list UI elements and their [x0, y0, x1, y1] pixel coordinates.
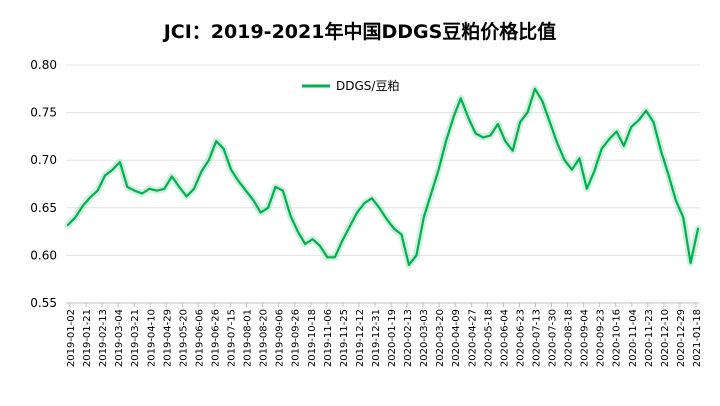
x-tick-label: 2020-12-29 — [676, 309, 687, 367]
legend-label: DDGS/豆粕 — [336, 78, 399, 93]
y-tick-label: 0.65 — [30, 201, 57, 215]
x-tick-label: 2019-01-02 — [66, 309, 77, 367]
x-tick-label: 2019-12-31 — [371, 309, 382, 367]
x-tick-label: 2020-11-04 — [628, 309, 639, 367]
x-tick-label: 2020-06-04 — [499, 309, 510, 367]
x-tick-label: 2020-12-10 — [660, 309, 671, 367]
x-tick-label: 2020-11-23 — [644, 309, 655, 367]
x-axis: 2019-01-02 2019-01-21 2019-02-13 2019-03-04… — [66, 302, 703, 367]
x-tick-label: 2019-04-10 — [146, 309, 157, 367]
x-tick-label: 2020-07-13 — [531, 309, 542, 367]
x-tick-label: 2019-08-01 — [243, 309, 254, 367]
x-tick-label: 2020-01-19 — [387, 309, 398, 367]
gridlines — [66, 64, 700, 256]
x-tick-label: 2019-04-29 — [162, 309, 173, 367]
x-tick-label: 2021-01-18 — [692, 309, 703, 367]
x-tick-label: 2019-05-20 — [178, 309, 189, 367]
x-tick-label: 2020-08-18 — [564, 309, 575, 367]
y-tick-label: 0.60 — [30, 248, 57, 262]
x-tick-label: 2020-06-23 — [515, 309, 526, 367]
x-tick-label: 2020-05-18 — [483, 309, 494, 367]
x-tick-label: 2020-10-16 — [612, 309, 623, 367]
y-tick-label: 0.55 — [30, 296, 57, 310]
x-tick-label: 2019-07-15 — [227, 309, 238, 367]
x-tick-label: 2019-11-06 — [323, 309, 334, 367]
x-tick-label: 2020-04-27 — [467, 309, 478, 367]
x-tick-label: 2019-03-21 — [130, 309, 141, 367]
x-tick-label: 2020-09-04 — [580, 309, 591, 367]
y-tick-label: 0.75 — [30, 106, 57, 120]
x-tick-label: 2020-09-23 — [596, 309, 607, 367]
y-axis-tick-labels: 0.80 0.75 0.70 0.65 0.60 0.55 — [30, 58, 57, 310]
x-tick-label: 2019-09-26 — [291, 309, 302, 367]
x-tick-label: 2020-04-09 — [451, 309, 462, 367]
x-tick-label: 2020-07-30 — [548, 309, 559, 367]
x-tick-label: 2019-08-20 — [259, 309, 270, 367]
x-tick-label: 2019-10-18 — [307, 309, 318, 367]
x-tick-label: 2019-06-26 — [210, 309, 221, 367]
chart-title: JCI：2019-2021年中国DDGS豆粕价格比值 — [162, 20, 557, 43]
x-tick-label: 2019-01-21 — [82, 309, 93, 367]
x-tick-label: 2019-09-06 — [275, 309, 286, 367]
x-tick-label: 2019-03-04 — [114, 309, 125, 367]
series-lines — [64, 85, 702, 269]
y-tick-label: 0.70 — [30, 153, 57, 167]
x-tick-label: 2019-11-25 — [339, 309, 350, 367]
x-tick-label: 2019-06-06 — [194, 309, 205, 367]
x-tick-label: 2019-12-12 — [355, 309, 366, 367]
x-tick-label: 2019-02-13 — [98, 309, 109, 367]
series-line-glow — [64, 85, 702, 269]
legend: DDGS/豆粕 — [302, 78, 399, 93]
y-tick-label: 0.80 — [30, 58, 57, 72]
x-tick-label: 2020-03-20 — [435, 309, 446, 367]
x-tick-label: 2020-02-13 — [403, 309, 414, 367]
x-tick-label: 2020-03-03 — [419, 309, 430, 367]
series-line-ddgs-soymeal — [66, 87, 700, 266]
